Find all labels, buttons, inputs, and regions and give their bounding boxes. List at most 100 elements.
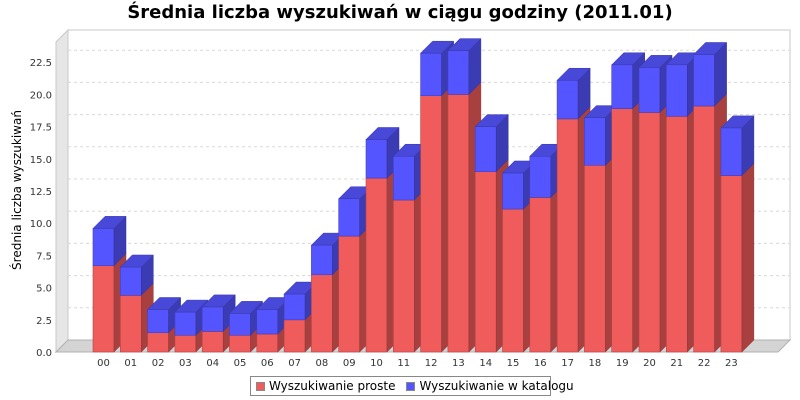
bar-front bbox=[556, 79, 579, 120]
y-tick-label: 10.0 bbox=[30, 219, 52, 230]
x-tick-label: 21 bbox=[670, 358, 683, 369]
bar-top bbox=[174, 299, 209, 313]
x-tick-label: 05 bbox=[234, 358, 247, 369]
bar-top bbox=[447, 38, 482, 51]
x-tick-label: 09 bbox=[343, 358, 356, 369]
bar-top bbox=[638, 55, 673, 68]
x-tick-label: 17 bbox=[561, 358, 574, 369]
bar-segment bbox=[720, 162, 755, 353]
bar-top bbox=[228, 301, 264, 314]
bar-front bbox=[92, 265, 115, 353]
bar-front bbox=[638, 67, 661, 113]
bar-front bbox=[338, 198, 361, 237]
bar-segment bbox=[146, 296, 182, 334]
x-tick-label: 03 bbox=[179, 358, 192, 369]
x-tick-label: 23 bbox=[725, 358, 738, 369]
legend-swatch-simple bbox=[256, 381, 265, 391]
bar-front bbox=[256, 309, 279, 335]
y-tick-label: 2.5 bbox=[36, 316, 52, 327]
bar-front bbox=[392, 199, 415, 353]
y-tick-label: 0.0 bbox=[36, 348, 52, 359]
x-tick-label: 16 bbox=[534, 358, 547, 369]
x-tick-label: 20 bbox=[643, 358, 656, 369]
bar-front bbox=[201, 306, 224, 332]
bar-segment bbox=[720, 115, 755, 177]
bar-top bbox=[119, 254, 154, 268]
bar-front bbox=[92, 228, 115, 267]
y-tick-label: 5.0 bbox=[36, 284, 52, 295]
y-axis-ticks: 0.0 2.5 5.0 7.5 10.0 12.5 15.0 17.5 20.0 22.5 bbox=[30, 58, 52, 359]
bar-top bbox=[556, 67, 591, 81]
chart-title: Średnia liczba wyszukiwań w ciągu godzin… bbox=[127, 2, 673, 23]
bar-front bbox=[229, 334, 251, 353]
bar-front bbox=[502, 172, 524, 210]
bar-segment bbox=[556, 67, 591, 120]
bar-front bbox=[120, 266, 142, 296]
x-axis-ticks: 00 01 02 03 04 05 06 07 08 09 10 11 12 13 14 15 16 17 18 19… bbox=[97, 358, 738, 369]
bar-front bbox=[529, 197, 552, 353]
bar-front bbox=[665, 64, 688, 117]
bar-top bbox=[92, 216, 127, 229]
x-tick-label: 14 bbox=[479, 358, 492, 369]
x-tick-label: 01 bbox=[124, 358, 137, 369]
y-tick-label: 7.5 bbox=[36, 251, 52, 262]
bar-front bbox=[147, 332, 169, 353]
legend-item-simple: Wyszukiwanie proste bbox=[256, 379, 395, 393]
x-tick-label: 13 bbox=[452, 358, 465, 369]
legend: Wyszukiwanie proste Wyszukiwanie w katal… bbox=[250, 376, 574, 396]
bar-front bbox=[638, 112, 661, 353]
x-tick-label: 07 bbox=[288, 358, 301, 369]
x-tick-label: 19 bbox=[616, 358, 629, 369]
bar-top bbox=[611, 52, 646, 66]
bar-front bbox=[447, 50, 470, 95]
bar-top bbox=[720, 115, 755, 129]
bar-front bbox=[447, 94, 470, 353]
bar-front bbox=[311, 244, 333, 276]
bar-front bbox=[420, 52, 442, 96]
bar-front bbox=[283, 319, 306, 353]
bar-front bbox=[474, 126, 497, 172]
bar-front bbox=[338, 235, 361, 353]
side-wall bbox=[55, 28, 69, 354]
x-tick-label: 06 bbox=[261, 358, 274, 369]
bar-segment bbox=[474, 113, 509, 173]
bar-front bbox=[502, 208, 524, 353]
bar-front bbox=[420, 95, 442, 353]
bar-front bbox=[665, 115, 688, 353]
y-tick-label: 15.0 bbox=[30, 155, 52, 166]
bar-front bbox=[120, 295, 142, 353]
x-tick-label: 22 bbox=[698, 358, 711, 369]
bar-segment bbox=[692, 41, 728, 107]
bar-front bbox=[147, 309, 169, 333]
bar-front bbox=[611, 64, 634, 109]
legend-swatch-catalog bbox=[406, 381, 416, 391]
bar-front bbox=[229, 313, 251, 336]
legend-label-catalog: Wyszukiwanie w katalogu bbox=[419, 379, 574, 393]
bar-top bbox=[692, 42, 728, 55]
bar-top bbox=[146, 297, 182, 310]
y-tick-label: 20.0 bbox=[30, 90, 52, 101]
bar-front bbox=[720, 127, 743, 176]
bar-top bbox=[419, 40, 455, 54]
bars bbox=[92, 38, 755, 353]
bar-front bbox=[556, 118, 579, 353]
bar-top bbox=[201, 294, 236, 308]
bar-front bbox=[584, 164, 606, 353]
bar-front bbox=[693, 54, 715, 107]
bar-front bbox=[365, 139, 388, 179]
x-tick-label: 04 bbox=[206, 358, 219, 369]
bar-front bbox=[529, 155, 552, 198]
bar-front bbox=[174, 334, 197, 353]
x-tick-label: 00 bbox=[97, 358, 110, 369]
bar-front bbox=[392, 155, 415, 201]
x-tick-label: 11 bbox=[397, 358, 410, 369]
bar-front bbox=[174, 311, 197, 336]
bar-front bbox=[256, 333, 279, 353]
x-tick-label: 18 bbox=[589, 358, 602, 369]
bar-front bbox=[611, 108, 634, 353]
bar-segment bbox=[92, 215, 127, 267]
bar-segment bbox=[119, 254, 154, 296]
legend-label-simple: Wyszukiwanie proste bbox=[269, 379, 396, 393]
bar-front bbox=[720, 175, 743, 353]
x-tick-label: 02 bbox=[152, 358, 165, 369]
